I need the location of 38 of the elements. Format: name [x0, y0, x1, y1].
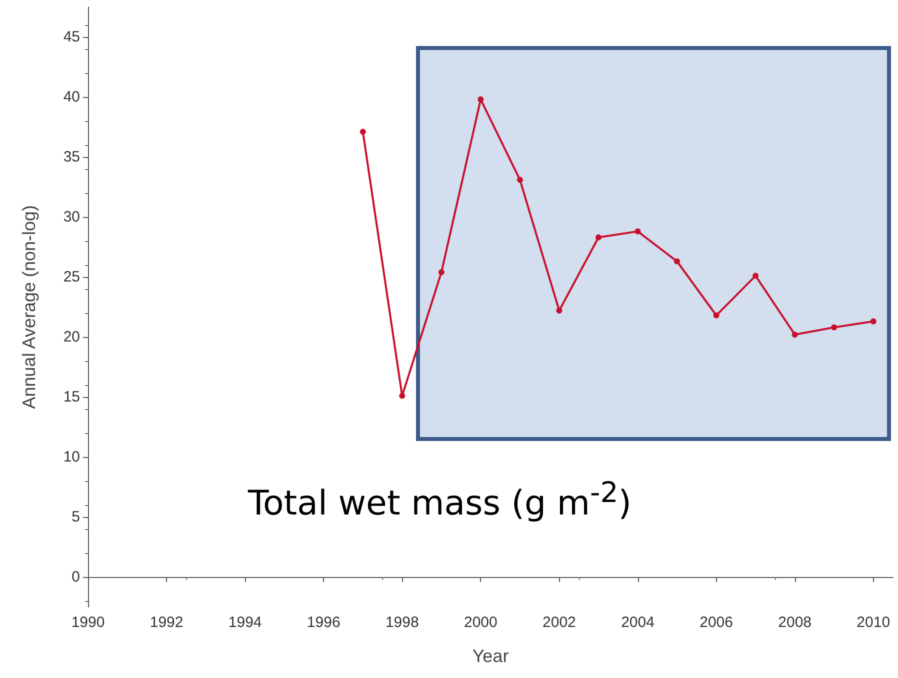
point — [360, 128, 366, 135]
point — [674, 258, 680, 264]
y-tick-label: 0 — [72, 568, 80, 586]
y-tick-label: 10 — [63, 448, 80, 466]
x-tick-label: 2010 — [856, 614, 890, 631]
point — [595, 234, 602, 240]
y-tick-label: 35 — [63, 148, 80, 166]
x-tick-label: 2006 — [700, 614, 733, 631]
point — [556, 308, 562, 314]
y-tick-label: 20 — [63, 328, 80, 346]
annotation: Total wet mass (g m$^{-2}$) — [248, 476, 632, 524]
x-tick-label: 2004 — [621, 614, 654, 631]
y-tick-label: 5 — [72, 508, 80, 526]
x-tick-label: 2000 — [464, 614, 498, 631]
point — [478, 96, 484, 102]
x-tick-label: 1994 — [228, 614, 262, 631]
x-tick-label: 2002 — [542, 614, 576, 631]
point — [516, 176, 523, 183]
point — [399, 392, 406, 399]
point — [752, 272, 759, 279]
point — [634, 228, 641, 234]
y-tick-label: 15 — [63, 388, 80, 406]
point — [438, 269, 444, 276]
x-tick-label: 1996 — [306, 614, 340, 631]
y-tick-label: 25 — [63, 268, 80, 286]
x-tick-label: 1992 — [150, 614, 184, 631]
x-tick-label: 1990 — [71, 614, 105, 631]
x-tick-label: 2008 — [778, 614, 812, 631]
y-tick-label: 40 — [63, 88, 80, 106]
x-axis-title: Year — [472, 646, 509, 666]
x-tick-label: 1998 — [385, 614, 419, 631]
point — [713, 312, 720, 318]
point — [831, 324, 838, 330]
point — [870, 318, 876, 324]
point — [792, 332, 798, 338]
y-axis-title: Annual Average (non-log) — [19, 205, 39, 409]
y-tick-label: 45 — [63, 28, 80, 46]
y-tick-label: 30 — [63, 208, 80, 226]
